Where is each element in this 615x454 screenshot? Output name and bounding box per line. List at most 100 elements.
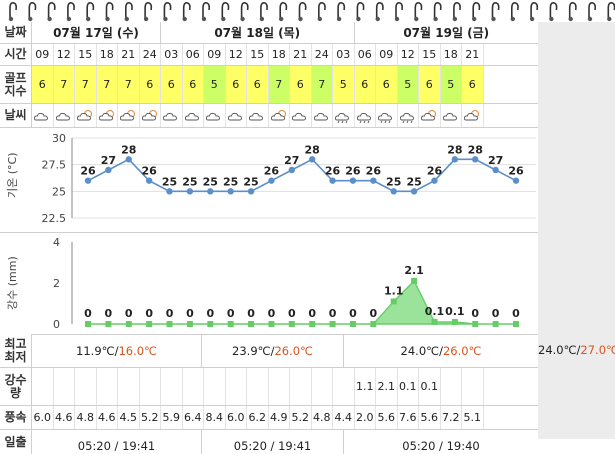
wind-cell: 4.8 — [312, 406, 333, 429]
daily-temp: 23.9℃/26.0℃ — [202, 334, 344, 367]
precipitation-point — [227, 321, 234, 327]
weather-cell — [54, 104, 75, 127]
temperature-label: 28 — [468, 143, 483, 156]
partly-cloudy-icon — [120, 109, 136, 120]
day-label: 07월 17일 (수) — [32, 22, 161, 43]
precip-amount-cell — [161, 368, 183, 405]
precip-amount-cell — [32, 368, 54, 405]
time-cell: 18 — [97, 44, 118, 65]
temperature-point — [349, 177, 357, 184]
time-cell: 03 — [333, 44, 355, 65]
time-cell: 24 — [312, 44, 333, 65]
precip-amount-row: 강수 량 1.1 2.1 0.1 0.1 — [0, 368, 538, 406]
precipitation-point — [451, 318, 458, 325]
y-tick-label: 25 — [52, 185, 66, 198]
time-cell: 21 — [290, 44, 312, 65]
temperature-point — [186, 188, 194, 195]
golf-index-cell: 6 — [225, 66, 247, 103]
time-cell: 15 — [75, 44, 97, 65]
wind-cell: 5.2 — [140, 406, 161, 429]
precipitation-point — [411, 277, 418, 284]
weather-cell — [290, 104, 312, 127]
golf-index-cell: 6 — [290, 66, 312, 103]
weather-cell — [97, 104, 118, 127]
temperature-point — [431, 177, 438, 184]
temperature-label: 27 — [284, 154, 299, 167]
spiral-ring — [28, 2, 37, 22]
precip-amount-cell — [204, 368, 226, 405]
golf-index-cell: 6 — [161, 66, 183, 103]
temperature-label: 28 — [447, 143, 462, 156]
weather-cell — [355, 104, 376, 127]
temperature-label: 27 — [101, 154, 116, 167]
partly-cloudy-icon — [77, 109, 93, 120]
wind-cell: 4.8 — [75, 406, 97, 429]
sunrise-value: 05:20 / 19:41 — [202, 430, 344, 454]
golf-index-cell: 7 — [75, 66, 97, 103]
wind-cell: 4.6 — [97, 406, 118, 429]
precipitation-label: 0 — [166, 307, 174, 320]
temperature-label: 26 — [508, 165, 524, 178]
temperature-label: 26 — [325, 165, 341, 178]
precip-amount-cell: 2.1 — [376, 368, 398, 405]
temperature-point — [105, 166, 112, 174]
partly-cloudy-icon — [98, 109, 114, 120]
time-cell: 06 — [355, 44, 376, 65]
weather-cell — [462, 104, 484, 127]
time-cell: 06 — [183, 44, 204, 65]
golf-index-cell: 7 — [53, 66, 75, 103]
cloud-icon — [313, 112, 328, 120]
temperature-label: 25 — [162, 175, 177, 188]
weather-cell — [312, 104, 333, 127]
precipitation-label: 0 — [206, 307, 214, 320]
partly-cloudy-icon — [464, 109, 480, 120]
y-tick-label: 4 — [53, 236, 60, 249]
temperature-label: 28 — [121, 143, 136, 156]
precipitation-point — [146, 321, 153, 327]
precipitation-point — [166, 321, 173, 327]
time-cell: 21 — [118, 44, 140, 65]
spiral-ring — [587, 2, 597, 22]
spiral-ring — [86, 2, 95, 22]
cloud-icon — [206, 112, 221, 120]
time-row: 시간 09 12 15 18 21 24 03 06 09 12 15 18 21 24 03 06 09 12 1… — [0, 44, 538, 66]
temperature-plot: 30 27.5 25 22.5 26 27 28 26 25 25 25 25 25 26 27 28 26 26… — [42, 132, 536, 225]
wind-cell: 6.0 — [32, 406, 54, 429]
max-min-header: 최고 최저 — [0, 334, 32, 367]
time-cell: 09 — [376, 44, 398, 65]
precipitation-point — [329, 321, 336, 327]
spiral-ring — [549, 2, 558, 22]
precipitation-point — [248, 321, 255, 327]
cloud-icon — [227, 112, 242, 120]
spiral-ring — [452, 2, 461, 22]
precipitation-label: 0.1 — [425, 305, 445, 318]
spiral-ring — [201, 2, 211, 22]
precipitation-point — [125, 321, 132, 327]
golf-index-cell: 7 — [311, 66, 333, 103]
precipitation-label: 0 — [105, 307, 113, 320]
precipitation-point — [513, 321, 519, 327]
temperature-label: 25 — [406, 175, 421, 188]
precip-amount-cell — [333, 368, 355, 405]
spiral-ring — [279, 2, 288, 22]
spiral-ring — [336, 2, 346, 22]
precipitation-label: 0 — [329, 307, 337, 320]
time-cell: 15 — [419, 44, 441, 65]
precipitation-point — [492, 321, 499, 327]
cloud-icon — [34, 112, 49, 120]
spiral-ring — [433, 2, 442, 22]
temperature-point — [166, 188, 173, 195]
spiral-ring — [240, 2, 249, 22]
precipitation-label: 0 — [268, 307, 276, 320]
y-tick-label: 2 — [53, 277, 60, 290]
golf-index-cell: 7 — [268, 66, 290, 103]
temperature-point — [370, 177, 377, 184]
spiral-ring — [298, 2, 307, 22]
precipitation-label: 0 — [84, 307, 92, 320]
temperature-label: 26 — [427, 165, 443, 178]
sunrise-header: 일출 — [0, 430, 32, 454]
golf-index-cell: 6 — [419, 66, 441, 103]
precipitation-label: 0.1 — [445, 305, 465, 318]
spiral-ring — [529, 2, 539, 22]
